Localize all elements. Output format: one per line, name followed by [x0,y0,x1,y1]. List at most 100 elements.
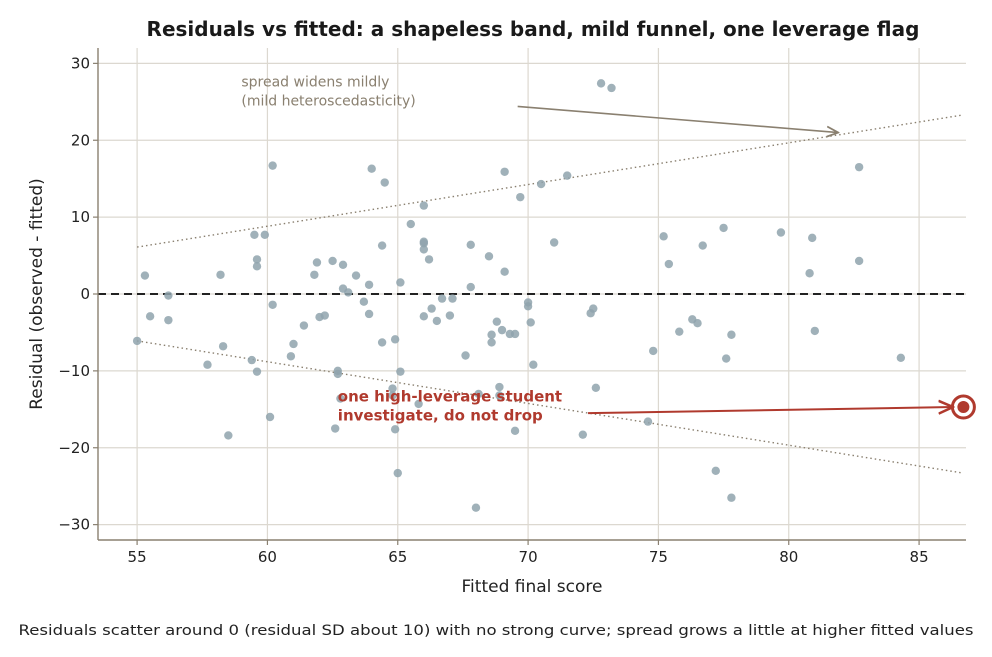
data-point [286,352,296,361]
data-point [393,468,402,478]
high-leverage-marker [950,394,976,420]
data-point [474,389,483,399]
data-point [500,267,509,276]
leverage-arrow [588,407,953,413]
data-point [526,318,535,327]
data-point [359,297,369,306]
data-point [364,280,374,289]
data-point [265,412,275,422]
data-point [331,424,340,433]
annotation-line: investigate, do not drop [338,407,543,425]
data-point [390,425,400,434]
data-point [224,431,233,440]
data-point [492,317,502,326]
data-point [487,330,496,339]
data-point [312,258,322,267]
leverage-annotation: one high-leverage student investigate, do… [338,388,562,425]
y-axis-label: Residual (observed - fitted) [27,178,47,410]
data-point [693,319,702,328]
data-point [461,351,470,360]
data-points [132,79,906,512]
x-tick-label: 55 [128,548,147,566]
data-point [471,503,481,512]
data-point [390,335,400,344]
data-point [549,238,559,247]
data-point [396,278,405,287]
x-tick-label: 75 [649,548,668,566]
data-point [333,369,343,379]
data-point [523,302,533,311]
data-point [643,417,653,426]
data-point [164,315,173,325]
data-point [388,384,397,393]
data-point [367,164,376,173]
data-point [268,300,277,309]
chart-title: Residuals vs fitted: a shapeless band, m… [147,17,920,41]
data-point [424,255,434,264]
data-point [250,230,259,240]
x-tick-label: 80 [779,548,798,566]
data-point [145,312,155,321]
data-point [406,219,415,229]
data-point [495,391,504,400]
data-point [711,466,720,476]
data-point [377,241,387,250]
data-point [727,493,736,502]
data-point [351,271,361,280]
spread-arrow [517,105,839,132]
x-tick-label: 65 [388,548,407,566]
y-tick-label: 0 [80,285,90,303]
data-point [299,321,309,330]
data-point [591,383,601,392]
data-point [388,391,397,400]
data-point [536,179,546,189]
annotation-line: one high-leverage student [338,388,562,406]
y-tick-label: −10 [58,362,90,380]
data-point [649,346,658,356]
band-lower-line [136,340,964,474]
data-point [247,355,256,365]
data-point [252,262,262,271]
data-point [727,330,736,339]
band-upper-line [136,114,964,248]
data-point [414,399,423,409]
data-point [268,161,277,170]
data-point [437,294,447,303]
data-point [289,339,298,349]
data-point [664,259,674,269]
data-point [578,430,588,439]
data-point [164,291,173,300]
data-point [516,192,525,202]
data-point [328,256,337,266]
data-point [562,171,572,180]
data-point [419,237,429,246]
data-point [854,256,864,266]
data-point [466,240,475,249]
data-point [380,178,389,187]
chart-caption: Residuals scatter around 0 (residual SD … [19,623,974,639]
axis-ticks: 55 60 65 70 75 80 85 −30 −20 −10 0 10 20 30 [58,54,928,566]
data-point [252,255,262,264]
data-point [487,338,496,347]
data-point [344,288,353,297]
y-tick-label: 20 [71,131,90,149]
data-point [497,325,507,335]
data-point [510,329,520,339]
data-point [252,367,262,376]
data-point [896,353,906,363]
data-point [445,311,455,320]
data-point [338,260,348,269]
data-point [484,252,494,261]
x-tick-label: 85 [910,548,929,566]
data-point [675,327,684,336]
data-point [810,326,820,336]
y-tick-label: 30 [71,54,90,72]
data-point [132,336,142,346]
data-point [589,304,598,313]
data-point [719,223,728,233]
data-point [721,354,731,363]
data-point [495,382,504,392]
high-leverage-point [957,401,970,414]
x-tick-label: 60 [258,548,277,566]
